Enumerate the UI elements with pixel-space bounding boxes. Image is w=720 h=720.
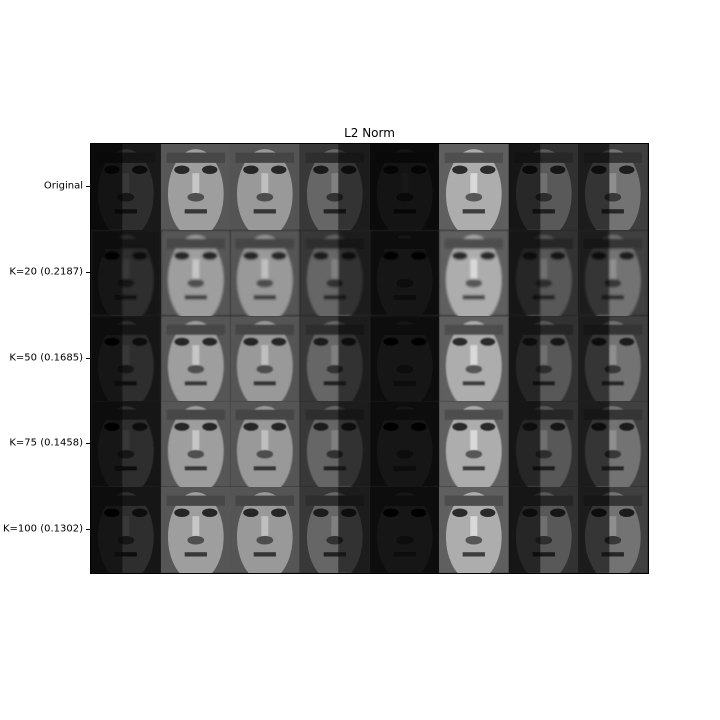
face-image-r4-c5 [439,487,509,573]
face-image-r1-c1 [160,229,231,316]
face-image-r3-c5 [439,401,509,488]
face-image-r0-c6 [508,144,579,230]
face-image-r0-c1 [160,144,231,230]
face-image-r3-c2 [230,401,300,488]
face-image-r1-c4 [369,229,440,316]
face-image-r2-c6 [508,315,579,402]
face-image-r0-c2 [230,144,300,230]
row-label: K=20 (0.2187) [9,266,83,278]
image-grid-axes [90,143,649,574]
face-image-r3-c6 [508,401,579,488]
face-image-r4-c0 [91,487,161,573]
face-image-r1-c6 [508,229,579,316]
face-image-r2-c3 [299,315,370,402]
row-label: K=100 (0.1302) [3,523,83,535]
y-tick [86,272,90,273]
row-label: K=75 (0.1458) [9,437,83,449]
chart-title: L2 Norm [344,126,395,140]
y-tick [86,529,90,530]
face-image-r3-c0 [91,401,161,488]
y-tick [86,358,90,359]
face-image-r1-c3 [299,229,370,316]
face-image-r3-c7 [578,401,648,488]
face-image-r4-c6 [508,487,579,573]
face-image-r2-c5 [439,315,509,402]
face-image-r4-c7 [578,487,648,573]
y-tick [86,443,90,444]
face-image-r0-c3 [299,144,370,230]
face-image-r4-c1 [160,487,231,573]
face-image-r1-c0 [91,229,161,316]
face-image-grid [91,144,648,573]
face-image-r2-c4 [369,315,440,402]
face-image-r3-c1 [160,401,231,488]
face-image-r1-c7 [578,229,648,316]
y-tick [86,186,90,187]
face-image-r2-c0 [91,315,161,402]
face-image-r2-c1 [160,315,231,402]
face-image-r4-c2 [230,487,300,573]
row-label: Original [43,180,83,192]
face-image-r3-c4 [369,401,440,488]
face-image-r1-c2 [230,229,300,316]
face-image-r3-c3 [299,401,370,488]
face-image-r4-c4 [369,487,440,573]
face-image-r2-c2 [230,315,300,402]
face-image-r1-c5 [439,229,509,316]
face-image-r0-c7 [578,144,648,230]
face-image-r4-c3 [299,487,370,573]
face-image-r0-c5 [439,144,509,230]
face-image-r2-c7 [578,315,648,402]
face-image-r0-c0 [91,144,161,230]
face-image-r0-c4 [369,144,440,230]
row-label: K=50 (0.1685) [9,352,83,363]
